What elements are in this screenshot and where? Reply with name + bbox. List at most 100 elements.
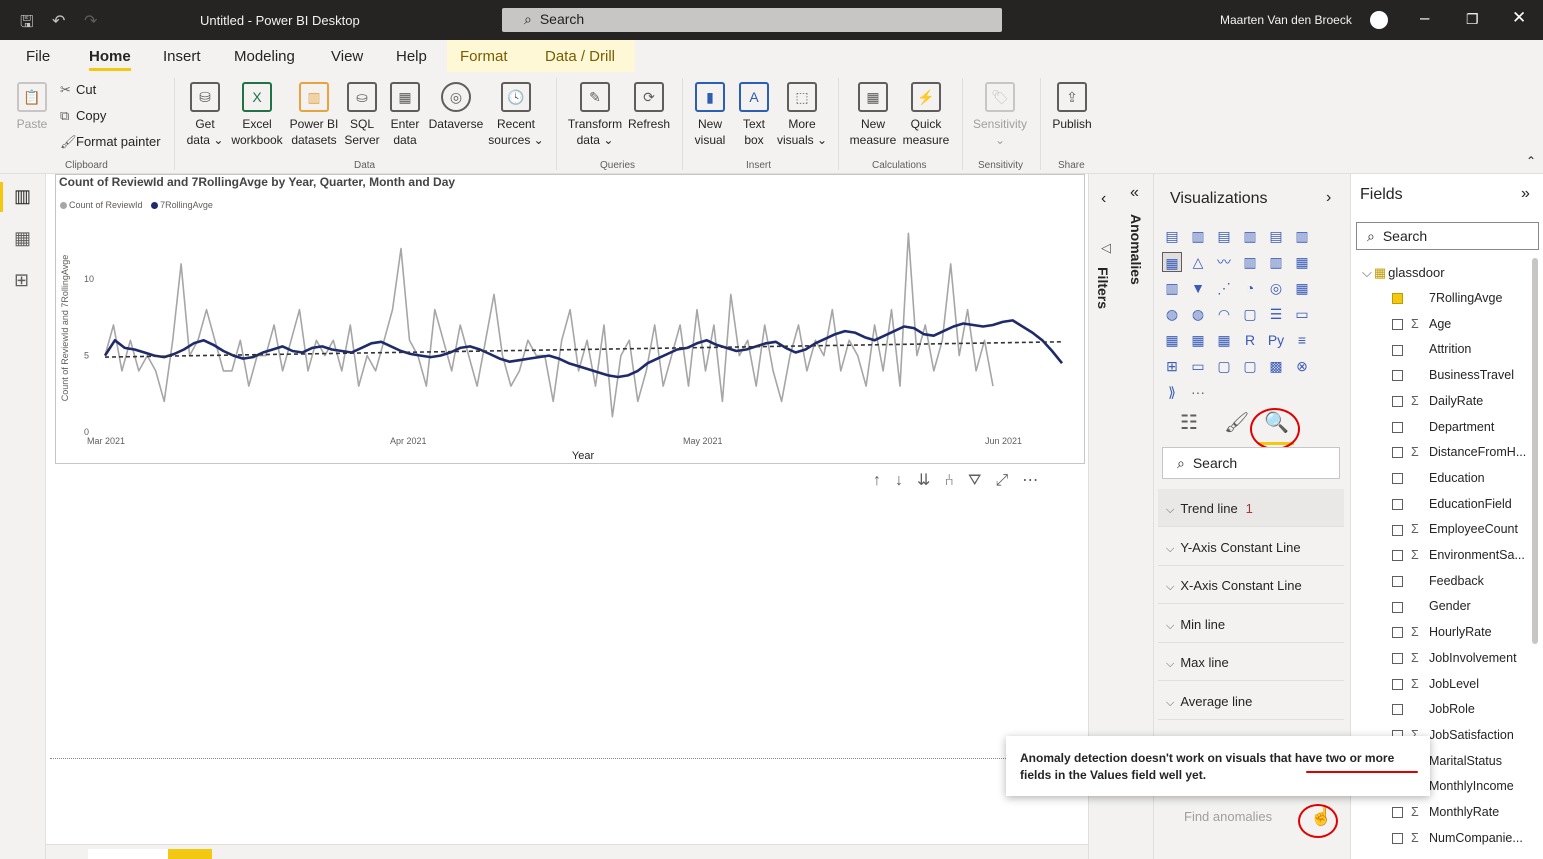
global-search[interactable]: ⌕ Search	[502, 8, 1002, 32]
field-jobrole[interactable]: JobRole	[1392, 702, 1475, 716]
line-column-icon[interactable]: ▥	[1243, 254, 1257, 270]
field-joblevel[interactable]: Σ JobLevel	[1392, 677, 1479, 691]
drill-up-icon[interactable]: ↑	[873, 472, 881, 489]
paginated-report-icon[interactable]: ▢	[1243, 358, 1257, 374]
field-environmentsa-[interactable]: Σ EnvironmentSa...	[1392, 548, 1525, 562]
field-age[interactable]: Σ Age	[1392, 317, 1451, 331]
qa-icon[interactable]: ▭	[1191, 358, 1205, 374]
line-clustered-icon[interactable]: ▥	[1269, 254, 1283, 270]
more-visuals-button[interactable]: ⬚ More visuals ⌄	[776, 82, 828, 148]
collapse-ribbon-icon[interactable]: ⌃	[1526, 154, 1537, 168]
ribbon-chart-icon[interactable]: ▦	[1295, 254, 1309, 270]
key-influencers-icon[interactable]: ≡	[1297, 332, 1307, 348]
minimize-icon[interactable]: –	[1420, 8, 1430, 27]
scatter-icon[interactable]: ⋰	[1217, 280, 1231, 296]
tab-page-1[interactable]	[88, 849, 168, 859]
tab-home[interactable]: Home	[89, 48, 131, 71]
filter-icon[interactable]: ⛛	[968, 472, 982, 489]
field-checkbox[interactable]	[1392, 627, 1403, 639]
tab-file[interactable]: File	[26, 48, 51, 65]
field-checkbox[interactable]	[1392, 370, 1403, 382]
field-hourlyrate[interactable]: Σ HourlyRate	[1392, 625, 1492, 639]
chevron-right-icon[interactable]: ›	[1326, 189, 1332, 206]
waterfall-icon[interactable]: ▥	[1165, 280, 1179, 296]
restore-icon[interactable]: ❐	[1466, 11, 1479, 27]
field-employeecount[interactable]: Σ EmployeeCount	[1392, 522, 1518, 536]
field-checkbox[interactable]	[1392, 550, 1403, 562]
field-monthlyrate[interactable]: Σ MonthlyRate	[1392, 805, 1499, 819]
field-department[interactable]: Department	[1392, 420, 1494, 434]
gauge-icon[interactable]: ◠	[1217, 306, 1231, 322]
double-chevron-right-icon[interactable]: »	[1521, 185, 1530, 202]
treemap-icon[interactable]: ▦	[1295, 280, 1309, 296]
smart-narrative-icon[interactable]: ▢	[1217, 358, 1231, 374]
stacked-area-icon[interactable]: 〰	[1217, 254, 1231, 270]
analytics-search-input[interactable]: ⌕ Search	[1162, 447, 1340, 479]
avatar[interactable]	[1370, 11, 1388, 29]
copy-button[interactable]: ⧉ Copy	[60, 108, 106, 124]
redo-icon[interactable]: ↷	[84, 13, 98, 30]
stacked-bar-icon[interactable]: ▤	[1165, 228, 1179, 244]
new-measure-button[interactable]: ▦ New measure	[846, 82, 900, 148]
table-glassdoor[interactable]: ⌵ ▦ glassdoor	[1362, 265, 1445, 281]
filled-map-icon[interactable]: ◍	[1191, 306, 1205, 322]
card-icon[interactable]: ▢	[1243, 306, 1257, 322]
tab-data-drill[interactable]: Data / Drill	[545, 48, 616, 65]
field-dailyrate[interactable]: Σ DailyRate	[1392, 394, 1483, 408]
fields-search-input[interactable]: ⌕ Search	[1356, 222, 1539, 250]
pie-icon[interactable]: ◔	[1245, 280, 1255, 296]
field-checkbox[interactable]	[1392, 293, 1403, 305]
user-name[interactable]: Maarten Van den Broeck	[1220, 13, 1352, 27]
field-checkbox[interactable]	[1392, 575, 1403, 587]
field-checkbox[interactable]	[1392, 704, 1403, 716]
analytics-card-trend-line[interactable]: ⌵ Trend line 1	[1158, 489, 1344, 527]
transform-data-button[interactable]: ✎ Transform data ⌄	[564, 82, 626, 148]
format-painter-button[interactable]: 🖌Format painter	[60, 134, 161, 150]
map-icon[interactable]: ◍	[1165, 306, 1179, 322]
python-visual-icon[interactable]: Py	[1267, 332, 1285, 348]
area-chart-icon[interactable]: △	[1192, 254, 1204, 270]
focus-mode-icon[interactable]: ⤢	[995, 472, 1009, 489]
analytics-card-x-axis-constant-line[interactable]: ⌵ X-Axis Constant Line	[1158, 566, 1344, 605]
recent-sources-button[interactable]: 🕓 Recent sources ⌄	[488, 82, 544, 148]
field-checkbox[interactable]	[1392, 601, 1403, 613]
field-checkbox[interactable]	[1392, 396, 1403, 407]
analytics-card-max-line[interactable]: ⌵ Max line	[1158, 643, 1344, 682]
refresh-button[interactable]: ⟳ Refresh	[626, 82, 672, 132]
100-column-icon[interactable]: ▥	[1295, 228, 1309, 244]
field-feedback[interactable]: Feedback	[1392, 574, 1484, 588]
field-jobinvolvement[interactable]: Σ JobInvolvement	[1392, 651, 1517, 665]
funnel-icon[interactable]: ▼	[1191, 280, 1205, 296]
field-checkbox[interactable]	[1392, 653, 1403, 664]
save-icon[interactable]: 🖫	[20, 14, 34, 31]
chevron-left-icon[interactable]: ‹	[1101, 190, 1107, 207]
field-attrition[interactable]: Attrition	[1392, 342, 1471, 356]
analytics-card-min-line[interactable]: ⌵ Min line	[1158, 605, 1344, 643]
tab-help[interactable]: Help	[396, 48, 427, 65]
field-checkbox[interactable]	[1392, 832, 1403, 844]
excel-workbook-button[interactable]: X Excel workbook	[228, 82, 286, 148]
clustered-column-icon[interactable]: ▥	[1243, 228, 1257, 244]
expand-next-level-icon[interactable]: ⇊	[917, 472, 931, 489]
data-view-icon[interactable]: ▦	[14, 228, 32, 248]
field-checkbox[interactable]	[1392, 473, 1403, 485]
publish-button[interactable]: ⇪ Publish	[1046, 82, 1098, 132]
report-view-icon[interactable]: ▥	[14, 186, 32, 206]
enter-data-button[interactable]: ▦ Enter data	[385, 82, 425, 148]
field-distancefromh-[interactable]: Σ DistanceFromH...	[1392, 445, 1526, 459]
undo-icon[interactable]: ↶	[52, 13, 66, 30]
r-visual-icon[interactable]: R	[1244, 332, 1256, 348]
line-chart-visual[interactable]	[55, 174, 1085, 464]
double-chevron-left-icon[interactable]: «	[1130, 184, 1139, 201]
quick-measure-button[interactable]: ⚡ Quick measure	[900, 82, 952, 148]
format-paintroller-icon[interactable]: 🖌	[1224, 412, 1250, 434]
field-checkbox[interactable]	[1392, 524, 1403, 536]
tab-insert[interactable]: Insert	[163, 48, 201, 65]
tab-view[interactable]: View	[331, 48, 364, 65]
sensitivity-button[interactable]: 🏷 Sensitivity ⌄	[968, 82, 1032, 148]
multirow-card-icon[interactable]: ☰	[1269, 306, 1283, 322]
analytics-card-y-axis-constant-line[interactable]: ⌵ Y-Axis Constant Line	[1158, 528, 1344, 566]
field-checkbox[interactable]	[1392, 447, 1403, 459]
sql-server-button[interactable]: ⛀ SQL Server	[342, 82, 382, 148]
field-7rollingavge[interactable]: 7RollingAvge	[1392, 291, 1502, 305]
